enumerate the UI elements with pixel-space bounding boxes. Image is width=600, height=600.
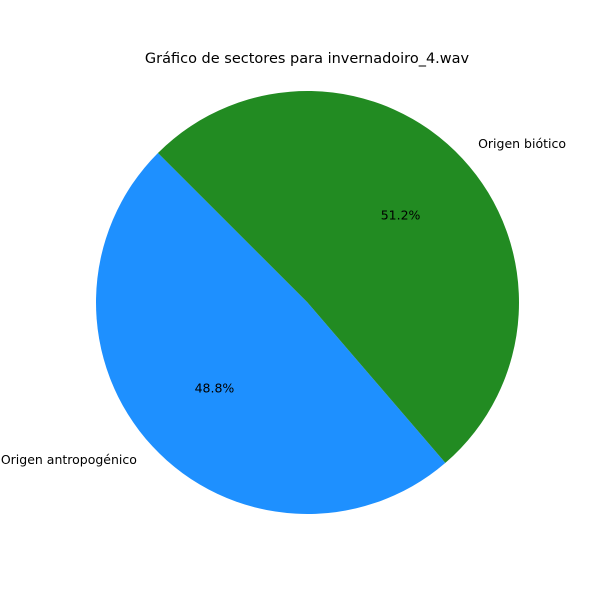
pie-labels: Origen antropogénico 48.8% Origen biótico 5…: [1, 136, 566, 467]
chart-title: Gráfico de sectores para invernadoiro_4.…: [145, 51, 470, 67]
slice-percent-0: 48.8%: [195, 380, 235, 395]
slice-label-1: Origen biótico: [478, 136, 566, 151]
pie-slices: [96, 90, 520, 514]
pie-slice-1: [157, 90, 520, 463]
pie-slice-0: [96, 152, 446, 514]
slice-percent-1: 51.2%: [381, 208, 421, 223]
slice-label-0: Origen antropogénico: [1, 452, 137, 467]
